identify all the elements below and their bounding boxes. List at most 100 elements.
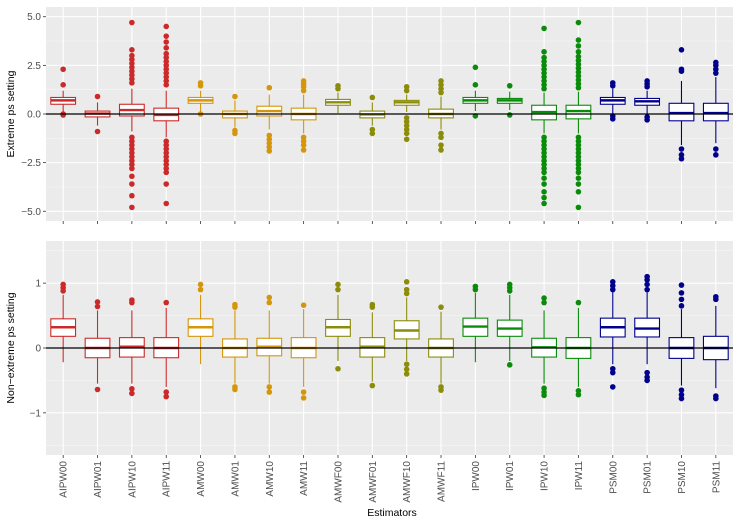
outlier-point xyxy=(541,150,547,156)
outlier-point xyxy=(163,58,170,65)
outlier-point xyxy=(575,150,582,156)
outlier-point xyxy=(197,286,204,293)
outlier-point xyxy=(575,204,582,211)
outlier-point xyxy=(541,74,547,80)
outlier-point xyxy=(163,165,170,172)
outlier-point xyxy=(129,146,135,152)
outlier-point xyxy=(713,152,719,158)
x-tick-label: IPW01 xyxy=(505,461,516,491)
outlier-point xyxy=(163,33,170,39)
box-AMW00 xyxy=(187,80,214,117)
x-tick-label: AIPW01 xyxy=(93,461,104,498)
outlier-point xyxy=(266,140,273,146)
box-IPW11 xyxy=(565,19,592,211)
outlier-point xyxy=(163,157,170,164)
outlier-point xyxy=(541,85,547,92)
outlier-point xyxy=(575,37,582,43)
outlier-point xyxy=(575,142,582,148)
outlier-point xyxy=(129,173,135,180)
outlier-point xyxy=(575,181,582,187)
outlier-point xyxy=(163,23,170,30)
box-AIPW10 xyxy=(118,19,145,211)
outlier-point xyxy=(541,299,547,306)
outlier-point xyxy=(163,39,170,45)
box-AMWF10 xyxy=(393,83,420,143)
outlier-point xyxy=(232,386,238,393)
box-PSM01 xyxy=(634,273,661,384)
outlier-point xyxy=(541,54,547,61)
outlier-point xyxy=(266,144,273,150)
outlier-point xyxy=(163,389,170,395)
x-axis: AIPW00 AIPW01 AIPW10 AIPW11 AMW00 AMW01 AMW10 A… xyxy=(59,461,723,503)
x-tick-label: AMW01 xyxy=(230,461,241,497)
y-axis-title-bottom: Non−extreme ps setting xyxy=(5,292,17,403)
outlier-point xyxy=(163,50,170,57)
outlier-point xyxy=(438,82,444,88)
outlier-point xyxy=(575,134,582,141)
outlier-point xyxy=(609,80,616,86)
outlier-point xyxy=(129,181,135,187)
outlier-point xyxy=(575,43,582,49)
outlier-point xyxy=(129,297,135,303)
outlier-point xyxy=(506,281,513,288)
outlier-point xyxy=(403,122,410,129)
outlier-point xyxy=(369,126,376,133)
outlier-point xyxy=(129,134,135,141)
outlier-point xyxy=(438,134,444,141)
outlier-point xyxy=(644,369,650,376)
outlier-point xyxy=(438,89,444,96)
outlier-point xyxy=(163,169,170,176)
outlier-point xyxy=(129,142,135,148)
outlier-point xyxy=(163,299,170,306)
outlier-point xyxy=(163,45,170,51)
x-tick-label: AMW10 xyxy=(265,461,276,497)
outlier-point xyxy=(713,66,719,73)
outlier-point xyxy=(541,134,547,141)
outlier-point xyxy=(197,281,204,288)
outlier-point xyxy=(403,366,410,373)
outlier-point xyxy=(575,19,582,26)
outlier-point xyxy=(129,204,135,211)
outlier-point xyxy=(300,78,307,84)
outlier-point xyxy=(163,154,170,160)
outlier-point xyxy=(541,70,547,76)
outlier-point xyxy=(60,281,66,288)
outlier-point xyxy=(575,299,582,306)
outlier-point xyxy=(163,138,170,145)
outlier-point xyxy=(232,301,238,308)
x-tick-label: AMWF00 xyxy=(333,461,344,503)
outlier-point xyxy=(472,64,479,71)
outlier-point xyxy=(129,72,135,78)
x-tick-label: AMWF10 xyxy=(402,461,413,503)
x-tick-label: PSM00 xyxy=(608,461,619,494)
outlier-point xyxy=(369,382,376,389)
outlier-point xyxy=(609,282,616,289)
outlier-point xyxy=(713,59,719,66)
outlier-point xyxy=(575,69,582,75)
outlier-point xyxy=(300,142,307,148)
outlier-point xyxy=(506,112,513,118)
outlier-point xyxy=(266,384,273,390)
outlier-point xyxy=(266,389,273,395)
outlier-point xyxy=(541,189,547,195)
outlier-point xyxy=(335,281,341,288)
outlier-point xyxy=(129,157,135,164)
outlier-point xyxy=(575,169,582,176)
outlier-point xyxy=(163,150,170,156)
outlier-point xyxy=(94,93,101,100)
outlier-point xyxy=(506,82,513,89)
outlier-point xyxy=(713,293,719,300)
x-tick-label: PSM01 xyxy=(643,461,654,494)
y-axis-title-top: Extreme ps setting xyxy=(5,70,17,157)
outlier-point xyxy=(575,81,582,87)
outlier-point xyxy=(163,181,170,187)
outlier-point xyxy=(713,395,719,402)
outlier-point xyxy=(266,84,273,91)
outlier-point xyxy=(575,77,582,83)
outlier-point xyxy=(678,47,685,53)
outlier-point xyxy=(94,299,101,305)
outlier-point xyxy=(438,142,444,148)
outlier-point xyxy=(609,286,616,293)
outlier-point xyxy=(300,302,307,309)
outlier-point xyxy=(403,118,410,125)
